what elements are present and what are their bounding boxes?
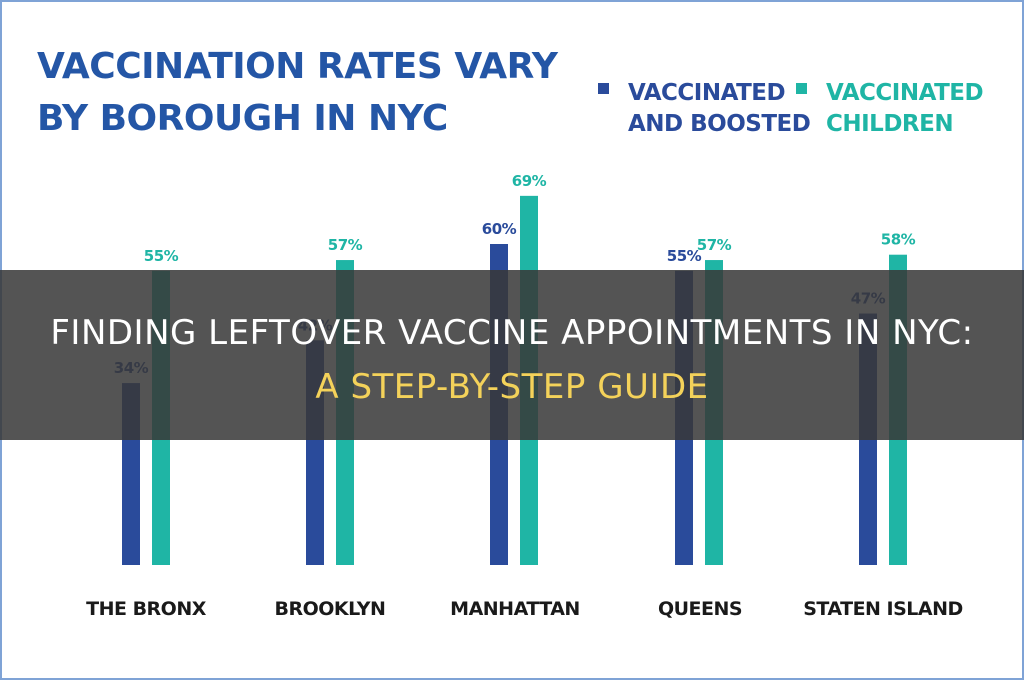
- chart-category-labels: THE BRONX BROOKLYN MANHATTAN QUEENS STATEN I…: [86, 598, 963, 620]
- legend-label-2-line-1: VACCINATED: [826, 80, 983, 106]
- legend-label-1-line-2: AND BOOSTED: [628, 111, 810, 137]
- chart-title-line-2: BY BOROUGH IN NYC: [37, 98, 448, 139]
- category-label-3: MANHATTAN: [450, 598, 580, 620]
- headline-overlay: [0, 270, 1024, 440]
- legend-swatch-2: [796, 83, 807, 94]
- value-label-children-2: 57%: [328, 236, 363, 254]
- category-label-1: THE BRONX: [86, 598, 207, 620]
- headline-line-2: A STEP-BY-STEP GUIDE: [315, 367, 709, 407]
- category-label-2: BROOKLYN: [275, 598, 386, 620]
- category-label-4: QUEENS: [658, 598, 742, 620]
- category-label-5: STATEN ISLAND: [803, 598, 963, 620]
- value-label-boosted-3: 60%: [482, 220, 517, 238]
- legend-label-2-line-2: CHILDREN: [826, 111, 953, 137]
- value-label-children-4: 57%: [697, 236, 732, 254]
- value-label-children-3: 69%: [512, 172, 547, 190]
- value-label-children-1: 55%: [144, 247, 179, 265]
- value-label-children-5: 58%: [881, 231, 916, 249]
- chart-legend: VACCINATED AND BOOSTED VACCINATED CHILDREN: [598, 80, 984, 137]
- headline-line-1: FINDING LEFTOVER VACCINE APPOINTMENTS IN…: [50, 313, 974, 353]
- legend-label-1-line-1: VACCINATED: [628, 80, 785, 106]
- value-label-boosted-4: 55%: [667, 247, 702, 265]
- chart-title-line-1: VACCINATION RATES VARY: [37, 46, 559, 87]
- legend-swatch-1: [598, 83, 609, 94]
